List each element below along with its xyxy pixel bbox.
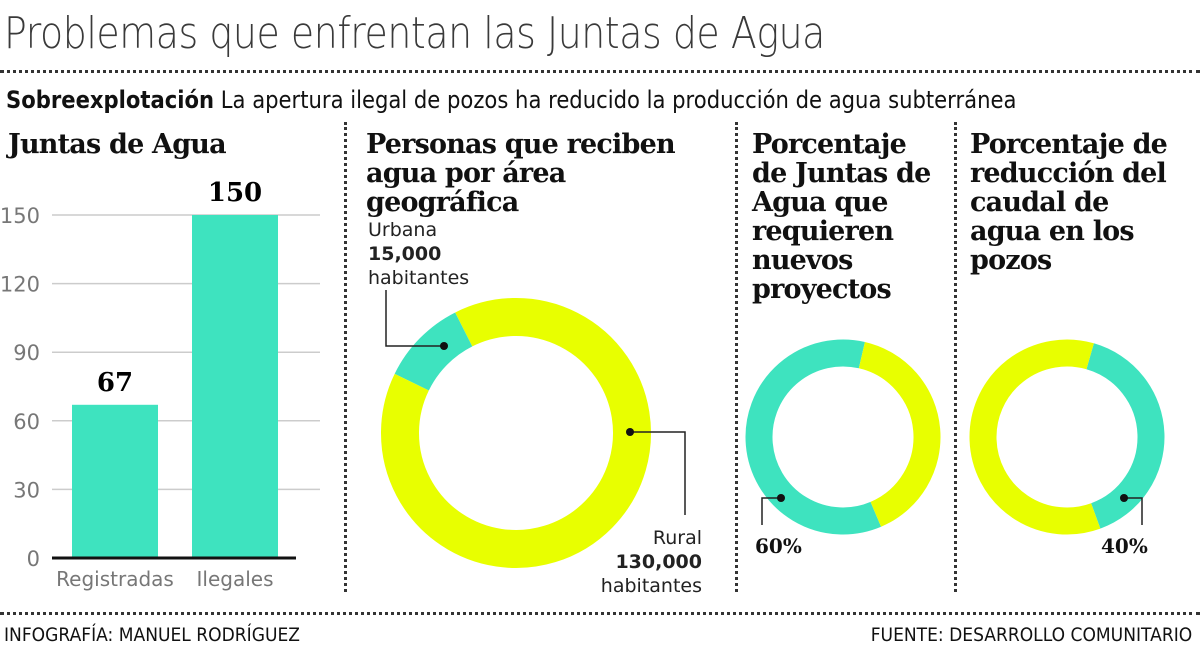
x-category-label: Ilegales — [197, 567, 274, 591]
credit: INFOGRAFÍA: MANUEL RODRÍGUEZ — [4, 624, 300, 646]
urbana-leader-line — [385, 290, 444, 347]
donut1-title: Personas que reciben agua por área geogr… — [366, 129, 676, 218]
donut3-title: Porcentaje de reducción del caudal de ag… — [970, 129, 1168, 276]
leader-dot — [777, 494, 785, 502]
y-tick-label: 90 — [13, 341, 40, 365]
donut3-percent-label: 40% — [1101, 534, 1148, 558]
donut-slice — [969, 339, 1101, 535]
rural-name: Rural — [652, 527, 702, 549]
bottom-divider — [0, 612, 1200, 615]
urbana-label: Urbana 15,000 habitantes — [368, 218, 469, 290]
donut2-leader-line — [761, 497, 781, 525]
leader-dot — [1120, 494, 1128, 502]
donut2-title: Porcentaje de Juntas de Agua que requier… — [752, 129, 931, 305]
bar-chart: 0 30 60 90 120 150 67 Registradas 150 Ilegales — [0, 178, 320, 591]
donut-slice — [1086, 343, 1165, 529]
y-tick-label: 150 — [0, 204, 40, 228]
top-divider — [0, 70, 1200, 73]
donut-slice — [858, 342, 941, 527]
leader-dot — [440, 342, 448, 350]
y-tick-label: 30 — [13, 478, 40, 502]
donut3-leader-line — [1124, 497, 1143, 525]
column-divider — [735, 122, 738, 592]
leader-dot — [626, 428, 634, 436]
y-tick-label: 120 — [0, 273, 40, 297]
urbana-value: 15,000 — [368, 243, 442, 265]
donut-slice — [745, 339, 882, 535]
bar-chart-title: Juntas de Agua — [8, 129, 227, 160]
bar-value-label: 150 — [208, 178, 262, 208]
y-tick-label: 60 — [13, 410, 40, 434]
source: FUENTE: DESARROLLO COMUNITARIO — [870, 624, 1192, 646]
subtitle-text: La apertura ilegal de pozos ha reducido … — [220, 86, 1017, 114]
column-divider — [954, 122, 957, 592]
subtitle: Sobreexplotación La apertura ilegal de p… — [6, 86, 1016, 114]
urbana-name: Urbana — [368, 219, 438, 241]
x-category-label: Registradas — [56, 567, 174, 591]
y-tick-label: 0 — [27, 547, 40, 571]
donut-slice — [394, 312, 473, 392]
bar-registradas — [72, 404, 158, 558]
donut2-percent-label: 60% — [755, 534, 802, 558]
donut-slice — [381, 298, 651, 568]
rural-value: 130,000 — [615, 551, 702, 573]
column-divider — [344, 122, 347, 592]
bar-value-label: 67 — [97, 368, 133, 398]
rural-leader-line — [630, 431, 686, 515]
rural-unit: habitantes — [600, 575, 702, 597]
subtitle-bold: Sobreexplotación — [6, 86, 215, 114]
bar-ilegales — [192, 215, 278, 558]
rural-label: Rural 130,000 habitantes — [580, 526, 702, 598]
page-title: Problemas que enfrentan las Juntas de Ag… — [4, 8, 825, 59]
urbana-unit: habitantes — [368, 267, 470, 289]
